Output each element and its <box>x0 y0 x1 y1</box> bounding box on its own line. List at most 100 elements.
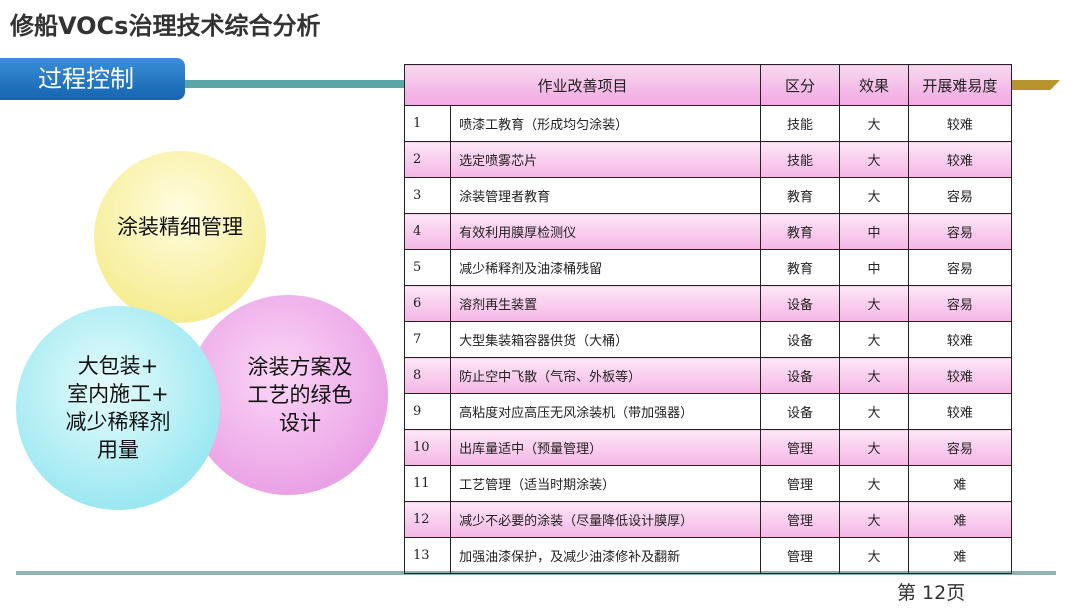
table-cell: 设备 <box>759 393 841 430</box>
circle-text: 涂装方案及 <box>247 355 353 379</box>
table-cell: 较难 <box>907 357 1013 394</box>
table-row: 11 工艺管理（适当时期涂装） 管理大难 <box>403 465 1013 502</box>
table-cell: 较难 <box>907 105 1013 142</box>
table-cell: 溶剂再生装置 <box>450 285 761 322</box>
table-cell: 9 <box>403 393 452 430</box>
table-cell: 涂装管理者教育 <box>450 177 761 214</box>
table-cell: 大 <box>839 357 909 394</box>
table-cell: 难 <box>907 537 1013 574</box>
circle-text: 减少稀释剂 <box>65 410 171 434</box>
table-cell: 大 <box>839 321 909 358</box>
table: 作业改善项目 区分 效果 开展难易度 1 喷漆工教育（形成均匀涂装） 技能大较难 2 选定喷雾芯… <box>403 64 1013 574</box>
table-cell: 出库量适中（预量管理） <box>450 429 761 466</box>
table-cell: 大 <box>839 177 909 214</box>
table-cell: 较难 <box>907 393 1013 430</box>
table-cell: 技能 <box>759 141 841 178</box>
table-cell: 喷漆工教育（形成均匀涂装） <box>450 105 761 142</box>
circle-text: 室内施工+ <box>67 382 169 406</box>
table-cell: 减少稀释剂及油漆桶残留 <box>450 249 761 286</box>
arrow <box>1012 80 1060 90</box>
table-row: 9 高粘度对应高压无风涂装机（带加强器） 设备大较难 <box>403 393 1013 430</box>
table-cell: 选定喷雾芯片 <box>450 141 761 178</box>
header-cell: 作业改善项目 <box>404 64 761 106</box>
table-cell: 减少不必要的涂装（尽量降低设计膜厚） <box>450 501 761 538</box>
header-cell: 区分 <box>759 64 841 106</box>
table-cell: 5 <box>403 249 452 286</box>
table-cell: 容易 <box>907 213 1013 250</box>
circle-text: 大包装+ <box>77 354 159 378</box>
table-cell: 教育 <box>759 177 841 214</box>
table-cell: 难 <box>907 465 1013 502</box>
circle-text: 设计 <box>279 411 321 435</box>
circle: 涂装方案及工艺的绿色设计 <box>188 295 388 495</box>
table-cell: 有效利用膜厚检测仪 <box>450 213 761 250</box>
table-cell: 大型集装箱容器供货（大桶） <box>450 321 761 358</box>
table-cell: 难 <box>907 501 1013 538</box>
table-cell: 13 <box>403 537 452 574</box>
table-row: 2 选定喷雾芯片 技能大较难 <box>403 141 1013 178</box>
circle-text: 工艺的绿色 <box>247 383 353 407</box>
circle: 涂装精细管理 <box>94 151 266 323</box>
table-cell: 教育 <box>759 249 841 286</box>
table-row: 13 加强油漆保护，及减少油漆修补及翻新 管理大难 <box>403 537 1013 574</box>
table-cell: 加强油漆保护，及减少油漆修补及翻新 <box>450 537 761 574</box>
table-cell: 技能 <box>759 105 841 142</box>
table-cell: 8 <box>403 357 452 394</box>
section-tab: 过程控制 <box>0 58 185 100</box>
table-cell: 11 <box>403 465 452 502</box>
table-row: 5 减少稀释剂及油漆桶残留 教育中容易 <box>403 249 1013 286</box>
table-cell: 管理 <box>759 429 841 466</box>
table-cell: 大 <box>839 105 909 142</box>
table-cell: 大 <box>839 429 909 466</box>
header-cell: 效果 <box>839 64 909 106</box>
table-cell: 大 <box>839 537 909 574</box>
table-cell: 较难 <box>907 141 1013 178</box>
divider <box>185 80 405 88</box>
table-row: 10 出库量适中（预量管理） 管理大容易 <box>403 429 1013 466</box>
table-cell: 设备 <box>759 321 841 358</box>
table-cell: 高粘度对应高压无风涂装机（带加强器） <box>450 393 761 430</box>
table-cell: 6 <box>403 285 452 322</box>
table-cell: 管理 <box>759 537 841 574</box>
table-row: 7 大型集装箱容器供货（大桶） 设备大较难 <box>403 321 1013 358</box>
table-cell: 容易 <box>907 285 1013 322</box>
page-number: 第 12页 <box>897 582 966 604</box>
table-row: 8 防止空中飞散（气帘、外板等） 设备大较难 <box>403 357 1013 394</box>
table-cell: 大 <box>839 465 909 502</box>
circle-text: 用量 <box>97 438 139 462</box>
table-cell: 较难 <box>907 321 1013 358</box>
circle: 大包装+ 室内施工+ 减少稀释剂用量 <box>16 306 220 510</box>
table-cell: 大 <box>839 501 909 538</box>
table-row: 6 溶剂再生装置 设备大容易 <box>403 285 1013 322</box>
table-cell: 容易 <box>907 429 1013 466</box>
table-cell: 1 <box>403 105 452 142</box>
table-cell: 工艺管理（适当时期涂装） <box>450 465 761 502</box>
table-cell: 管理 <box>759 465 841 502</box>
table-cell: 教育 <box>759 213 841 250</box>
table-cell: 大 <box>839 393 909 430</box>
table-cell: 4 <box>403 213 452 250</box>
table-row: 1 喷漆工教育（形成均匀涂装） 技能大较难 <box>403 105 1013 142</box>
header-cell: 开展难易度 <box>907 64 1013 106</box>
table-cell: 管理 <box>759 501 841 538</box>
table-cell: 设备 <box>759 357 841 394</box>
table-cell: 容易 <box>907 249 1013 286</box>
table-cell: 3 <box>403 177 452 214</box>
table-row: 4 有效利用膜厚检测仪 教育中容易 <box>403 213 1013 250</box>
table-cell: 大 <box>839 285 909 322</box>
table-cell: 中 <box>839 213 909 250</box>
circle-text: 涂装精细管理 <box>117 215 243 239</box>
table-cell: 10 <box>403 429 452 466</box>
table-cell: 设备 <box>759 285 841 322</box>
title: 修船VOCs治理技术综合分析 <box>10 12 321 40</box>
table-cell: 容易 <box>907 177 1013 214</box>
table-cell: 7 <box>403 321 452 358</box>
table-cell: 12 <box>403 501 452 538</box>
table-row: 3 涂装管理者教育 教育大容易 <box>403 177 1013 214</box>
table-row: 12 减少不必要的涂装（尽量降低设计膜厚） 管理大难 <box>403 501 1013 538</box>
table-cell: 中 <box>839 249 909 286</box>
table-cell: 大 <box>839 141 909 178</box>
header-row: 作业改善项目 区分 效果 开展难易度 <box>404 64 1013 106</box>
table-cell: 防止空中飞散（气帘、外板等） <box>450 357 761 394</box>
